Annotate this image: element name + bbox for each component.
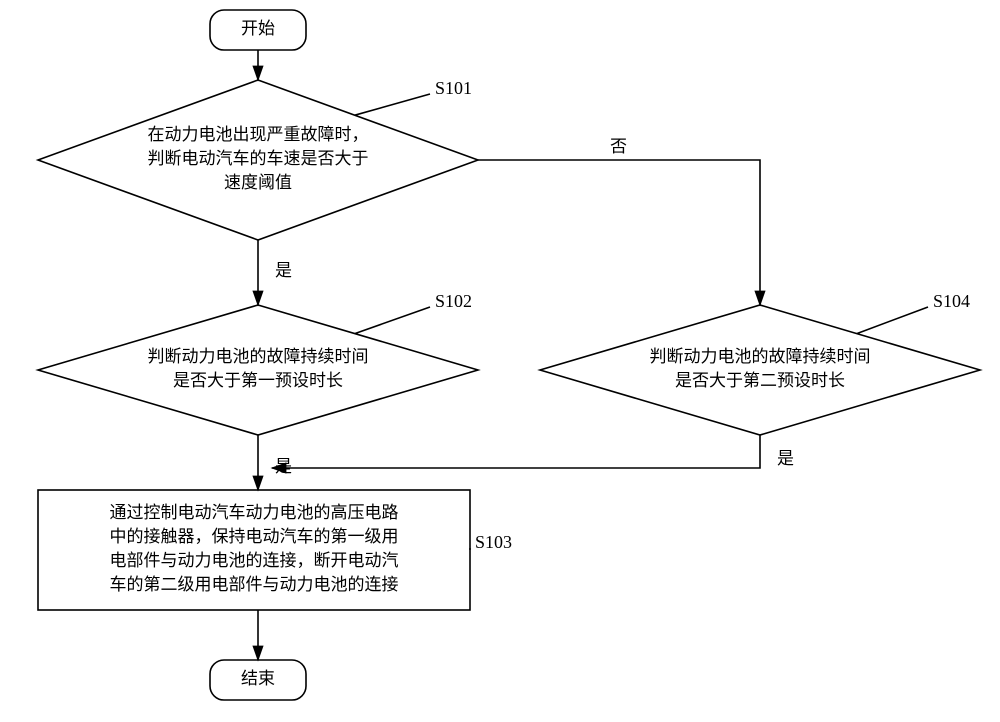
edge-3: 是 bbox=[258, 435, 292, 490]
s103-text: 车的第二级用电部件与动力电池的连接 bbox=[110, 575, 399, 594]
s101-label: S101 bbox=[435, 78, 472, 98]
edge-4-label: 是 bbox=[777, 449, 794, 468]
s103-text: 通过控制电动汽车动力电池的高压电路 bbox=[110, 503, 399, 522]
edge-2: 否 bbox=[478, 137, 760, 305]
s102-text: 判断动力电池的故障持续时间 bbox=[148, 347, 369, 366]
start: 开始 bbox=[210, 10, 306, 50]
s103-text: 中的接触器，保持电动汽车的第一级用 bbox=[110, 527, 399, 546]
s104: 判断动力电池的故障持续时间是否大于第二预设时长 S104 bbox=[540, 291, 980, 435]
edge-4: 是 bbox=[272, 435, 794, 468]
edge-1-label: 是 bbox=[275, 261, 292, 280]
s102-text: 是否大于第一预设时长 bbox=[173, 371, 343, 390]
s101-text: 速度阈值 bbox=[224, 173, 292, 192]
s101-text: 判断电动汽车的车速是否大于 bbox=[148, 149, 369, 168]
edge-3-label: 是 bbox=[275, 457, 292, 476]
s104-label: S104 bbox=[933, 291, 970, 311]
edge-1: 是 bbox=[258, 240, 292, 305]
s101-text: 在动力电池出现严重故障时， bbox=[148, 125, 369, 144]
s104-text: 是否大于第二预设时长 bbox=[675, 371, 845, 390]
s102-label: S102 bbox=[435, 291, 472, 311]
s104-text: 判断动力电池的故障持续时间 bbox=[650, 347, 871, 366]
edge-2-label: 否 bbox=[610, 137, 627, 156]
s102: 判断动力电池的故障持续时间是否大于第一预设时长 S102 bbox=[38, 291, 478, 435]
start-text: 开始 bbox=[241, 19, 275, 38]
s103-text: 电部件与动力电池的连接，断开电动汽 bbox=[110, 551, 399, 570]
s101: 在动力电池出现严重故障时， 判断电动汽车的车速是否大于速度阈值 S101 bbox=[38, 78, 478, 240]
s103: 通过控制电动汽车动力电池的高压电路中的接触器，保持电动汽车的第一级用电部件与动力… bbox=[38, 490, 512, 610]
end-text: 结束 bbox=[241, 669, 275, 688]
end: 结束 bbox=[210, 660, 306, 700]
s103-label: S103 bbox=[475, 532, 512, 552]
